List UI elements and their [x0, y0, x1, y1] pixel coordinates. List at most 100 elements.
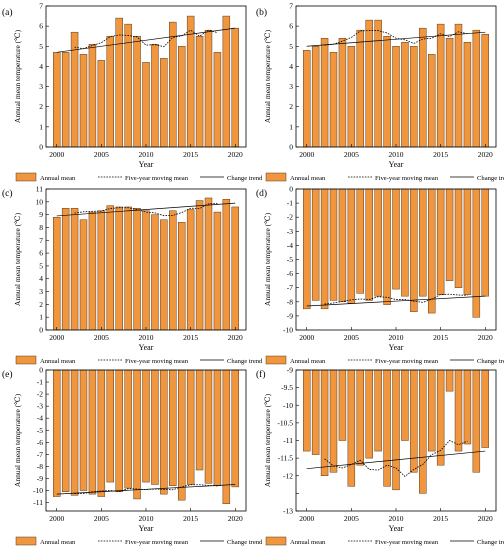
- y-tick-label: -10: [283, 326, 293, 335]
- bar-2013: [419, 27, 427, 148]
- bar-2010: [392, 188, 400, 290]
- bar-2016: [445, 38, 454, 148]
- bar-2001: [61, 52, 70, 148]
- bar-2002: [320, 188, 329, 310]
- x-tick-label: 2020: [228, 150, 243, 159]
- y-tick-label: 3: [289, 82, 293, 91]
- x-tick-label: 2000: [299, 514, 314, 523]
- trend-line: [56, 202, 236, 217]
- legend-label-trend: Change trend: [477, 175, 504, 182]
- y-tick-label: 5: [39, 42, 43, 51]
- bar-2004: [338, 369, 347, 441]
- bar-2011: [401, 42, 409, 148]
- bar-2014: [428, 188, 436, 314]
- bar-2002: [70, 369, 79, 496]
- legend: Annual mean Five-year moving mean Change t…: [265, 536, 504, 546]
- bar-2002: [320, 369, 329, 476]
- y-tick-label: 5: [289, 42, 293, 51]
- y-tick-label: -12: [283, 471, 293, 480]
- bar-2008: [124, 369, 132, 489]
- bar-2012: [160, 219, 168, 331]
- x-tick-label: 2010: [139, 333, 154, 342]
- y-tick-label: -11: [283, 436, 293, 445]
- bar-2008: [124, 206, 132, 331]
- trend-line: [306, 450, 486, 470]
- y-tick-label: -4: [37, 414, 43, 423]
- bar-2009: [133, 369, 141, 500]
- y-tick-label: -8: [37, 462, 43, 471]
- legend-label-trend: Change trend: [227, 175, 263, 182]
- y-tick-label: -1: [37, 378, 43, 387]
- y-tick-label: -5: [287, 255, 293, 264]
- bar-2012: [410, 46, 418, 148]
- y-axis-title: Annual mean temperature (℃): [263, 393, 272, 487]
- panel-label: (f): [256, 369, 266, 380]
- x-tick-label: 2005: [344, 150, 359, 159]
- bar-2005: [97, 369, 106, 497]
- moving-mean-line: [74, 484, 218, 495]
- y-tick-label: -2: [37, 390, 43, 399]
- bar-2015: [186, 369, 195, 485]
- y-tick-label: 0: [289, 185, 293, 194]
- y-tick-label: 0: [289, 143, 293, 152]
- bar-2020: [481, 369, 489, 448]
- x-tick-label: 2015: [183, 514, 198, 523]
- bar-2006: [106, 205, 114, 331]
- bar-2000: [53, 216, 61, 331]
- bar-2006: [106, 369, 114, 483]
- bar-2014: [428, 54, 436, 148]
- y-tick-label: 6: [289, 22, 293, 31]
- bar-2017: [454, 369, 463, 452]
- y-tick-label: 0: [39, 326, 43, 335]
- bar-2016: [195, 35, 204, 148]
- bar-2017: [454, 23, 463, 148]
- bar-2019: [472, 29, 481, 148]
- y-tick-label: -4: [287, 241, 293, 250]
- bar-2002: [70, 208, 79, 331]
- bar-2020: [481, 188, 489, 297]
- y-tick-label: 1: [39, 122, 43, 131]
- x-tick-label: 2020: [478, 150, 493, 159]
- x-axis-title: Year: [139, 524, 154, 533]
- panel-label: (d): [256, 188, 267, 199]
- bar-2019: [472, 369, 481, 473]
- x-tick-label: 2005: [94, 333, 109, 342]
- y-tick-label: 11: [36, 185, 43, 194]
- trend-line: [306, 31, 486, 47]
- bar-2011: [401, 369, 409, 441]
- bar-2004: [338, 188, 347, 303]
- bar-2012: [160, 58, 168, 148]
- bar-2009: [133, 208, 141, 331]
- bar-2007: [365, 19, 373, 148]
- panel-label: (b): [256, 7, 267, 18]
- bar-2014: [428, 369, 436, 452]
- legend-label-annual-mean: Annual mean: [290, 539, 326, 546]
- bar-2000: [303, 369, 311, 452]
- y-tick-label: -6: [37, 438, 43, 447]
- bar-2016: [195, 200, 204, 331]
- x-tick-label: 2015: [433, 333, 448, 342]
- y-tick-label: 2: [39, 102, 43, 111]
- bar-2004: [88, 369, 97, 495]
- y-tick-label: 7: [39, 2, 43, 11]
- bar-2005: [97, 210, 106, 331]
- bar-2000: [53, 52, 61, 148]
- bar-2019: [222, 15, 231, 148]
- bar-2018: [213, 369, 222, 486]
- y-tick-label: -9: [287, 366, 293, 375]
- y-tick-label: 1: [39, 313, 43, 322]
- y-tick-label: -10: [33, 486, 43, 495]
- legend-swatch-annual-mean: [265, 536, 287, 546]
- x-tick-label: 2005: [94, 514, 109, 523]
- legend-swatch-annual-mean: [265, 172, 287, 182]
- legend-label-trend: Change trend: [477, 539, 504, 546]
- bar-2010: [142, 210, 150, 331]
- bar-2001: [311, 188, 320, 301]
- bar-2001: [311, 369, 320, 455]
- legend: Annual mean Five-year moving mean Change t…: [265, 355, 504, 365]
- bar-2020: [231, 369, 239, 488]
- bar-2017: [204, 369, 213, 484]
- x-tick-label: 2000: [49, 514, 64, 523]
- bar-2009: [133, 35, 141, 148]
